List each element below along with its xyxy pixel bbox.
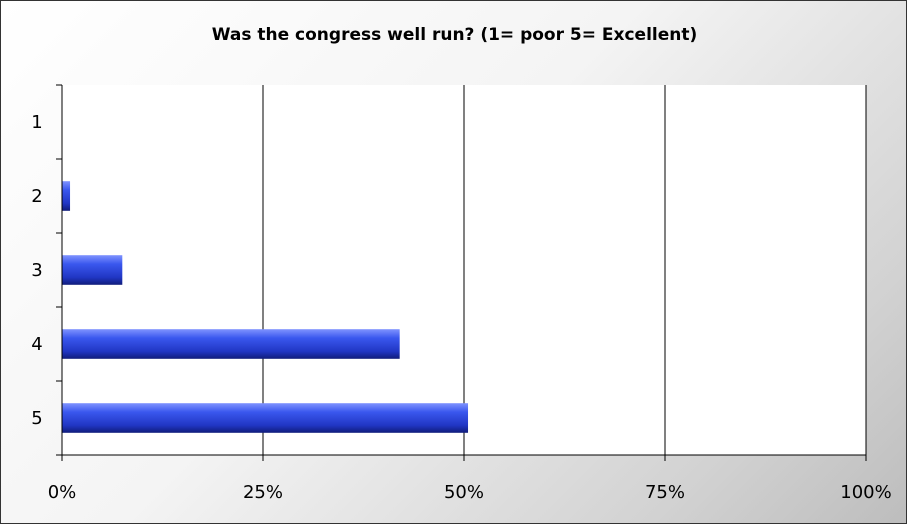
- gridlines: [262, 85, 867, 455]
- chart-title: Was the congress well run? (1= poor 5= E…: [211, 25, 698, 45]
- x-tick-label: 50%: [444, 482, 484, 503]
- y-tick-label: 4: [31, 334, 42, 355]
- x-tick-label: 25%: [243, 482, 283, 503]
- x-tick-label: 75%: [645, 482, 685, 503]
- y-tick-label: 3: [31, 260, 42, 281]
- y-tick-label: 2: [31, 186, 42, 207]
- axes: [56, 84, 867, 461]
- bar: [62, 255, 123, 285]
- bar: [62, 181, 71, 211]
- bar: [62, 329, 400, 359]
- y-tick-label: 5: [31, 408, 42, 429]
- bar: [62, 403, 469, 433]
- tick-labels: 0% 25% 50% 75% 100% 1 2 3 4 5: [31, 112, 891, 503]
- x-tick-label: 100%: [840, 482, 891, 503]
- x-tick-label: 0%: [48, 482, 77, 503]
- y-tick-label: 1: [31, 112, 42, 133]
- bars: [62, 181, 469, 433]
